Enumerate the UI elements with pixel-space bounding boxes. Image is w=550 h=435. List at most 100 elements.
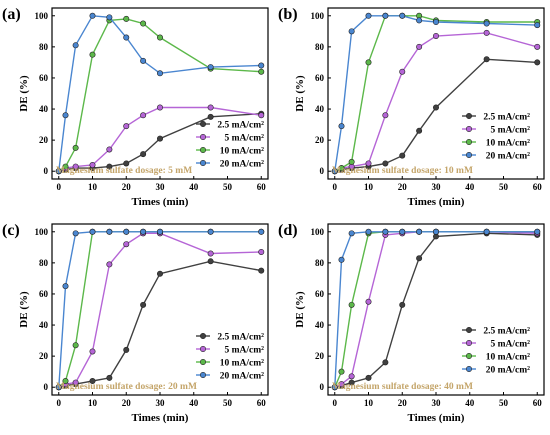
x-tick-label: 0 [57,182,62,192]
data-point [483,56,490,63]
data-point [399,228,406,235]
x-tick-label: 20 [398,182,408,192]
data-point [258,228,265,235]
data-point [55,168,62,175]
data-point [416,127,423,134]
y-tick-label: 0 [44,382,49,392]
data-point [338,381,345,388]
legend-marker [465,326,472,333]
x-tick-label: 0 [333,398,338,408]
data-point [338,368,345,375]
data-point [106,228,113,235]
legend-label: 20 mA/cm² [220,160,264,170]
data-point [72,42,79,49]
series-line [58,18,262,172]
dosage-annotation: Magnesium sulfate dosage: 10 mM [332,166,473,176]
data-point [348,158,355,165]
data-point [534,59,541,66]
data-point [416,43,423,50]
data-point [106,163,113,170]
data-point [72,163,79,170]
data-point [207,113,214,120]
data-point [123,34,130,41]
data-point [123,241,130,248]
panel-label: (c) [2,222,20,239]
legend-marker [200,134,207,141]
series-line [334,15,538,172]
data-point [72,230,79,237]
data-point [207,250,214,257]
y-tick-label: 60 [39,73,49,83]
data-point [534,228,541,235]
data-point [55,384,62,391]
legend-label: 10 mA/cm² [220,147,264,157]
x-tick-label: 40 [189,182,199,192]
y-tick-label: 20 [39,135,49,145]
legend-label: 2.5 mA/cm² [483,327,530,337]
data-point [207,258,214,265]
data-point [348,379,355,386]
data-point [89,12,96,19]
y-tick-label: 0 [320,166,325,176]
data-point [382,112,389,119]
series-line [334,232,538,388]
data-point [72,379,79,386]
data-point [62,163,69,170]
y-tick-label: 100 [311,11,325,21]
data-point [89,162,96,169]
data-point [432,104,439,111]
data-point [331,168,338,175]
y-tick-label: 100 [35,227,49,237]
x-tick-label: 60 [257,398,267,408]
x-axis-title: Times (min) [408,412,465,424]
y-tick-label: 0 [44,166,49,176]
legend-label: 20 mA/cm² [486,152,530,162]
series-line [58,231,262,388]
y-tick-label: 40 [39,320,49,330]
series-line [58,15,262,172]
data-point [399,68,406,75]
data-point [399,12,406,19]
data-point [157,70,164,77]
data-point [382,359,389,366]
y-axis-title: DE (%) [294,291,306,328]
data-point [140,57,147,64]
legend-label: 5 mA/cm² [224,346,264,356]
y-axis-title: DE (%) [18,75,30,112]
data-point [123,15,130,22]
data-point [416,255,423,262]
data-point [365,228,372,235]
legend-marker [200,345,207,352]
data-point [365,12,372,19]
data-point [123,346,130,353]
data-point [432,228,439,235]
plot-frame [51,223,269,396]
y-tick-label: 20 [315,135,325,145]
x-axis-title: Times (min) [132,196,189,208]
x-tick-label: 30 [432,182,442,192]
data-point [207,228,214,235]
x-tick-label: 50 [499,398,509,408]
legend-label: 5 mA/cm² [490,340,530,350]
x-tick-label: 30 [156,398,166,408]
y-tick-label: 40 [315,104,325,114]
y-axis-title: DE (%) [294,75,306,112]
data-point [399,152,406,159]
data-point [140,20,147,27]
data-point [416,17,423,24]
y-tick-label: 20 [39,351,49,361]
y-tick-label: 60 [315,289,325,299]
data-point [258,68,265,75]
x-tick-label: 20 [398,398,408,408]
x-tick-label: 10 [364,398,374,408]
y-tick-label: 20 [315,351,325,361]
data-point [106,14,113,21]
x-axis-title: Times (min) [132,412,189,424]
y-tick-label: 100 [35,11,49,21]
series-line [334,58,538,172]
data-point [123,228,130,235]
x-tick-label: 50 [223,398,233,408]
legend-label: 20 mA/cm² [486,366,530,376]
y-tick-label: 80 [39,258,49,268]
data-point [399,301,406,308]
